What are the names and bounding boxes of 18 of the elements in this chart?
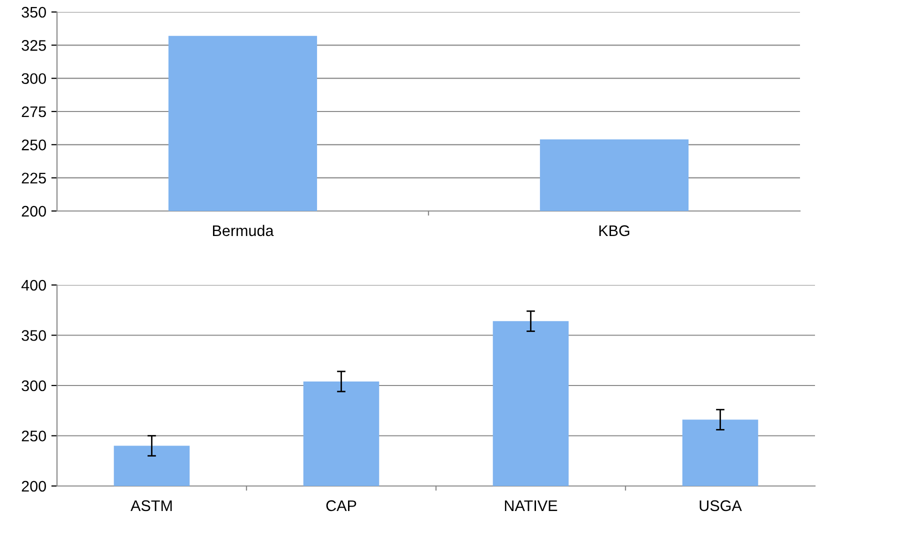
x-tick-label: KBG xyxy=(599,225,630,236)
y-tick-label: 350 xyxy=(22,330,46,341)
x-tick-label: ASTM xyxy=(130,500,172,512)
x-tick-label: USGA xyxy=(700,500,742,512)
x-tick-label: CAP xyxy=(326,500,356,512)
y-tick-label: 225 xyxy=(22,172,46,184)
y-tick-label: 350 xyxy=(22,6,46,18)
y-tick-label: 200 xyxy=(22,206,46,217)
y-tick-label: 250 xyxy=(22,140,46,150)
y-tick-label: 275 xyxy=(22,106,46,118)
x-tick-label: Bermuda xyxy=(213,224,274,236)
y-tick-label: 400 xyxy=(21,280,46,291)
y-tick-label: 300 xyxy=(22,73,46,84)
x-tick-label: NATIVE xyxy=(504,500,558,511)
y-tick-label: 250 xyxy=(22,430,46,442)
y-tick-label: 200 xyxy=(22,480,46,492)
y-tick-label: 300 xyxy=(22,380,46,392)
y-tick-label: 325 xyxy=(22,40,46,51)
